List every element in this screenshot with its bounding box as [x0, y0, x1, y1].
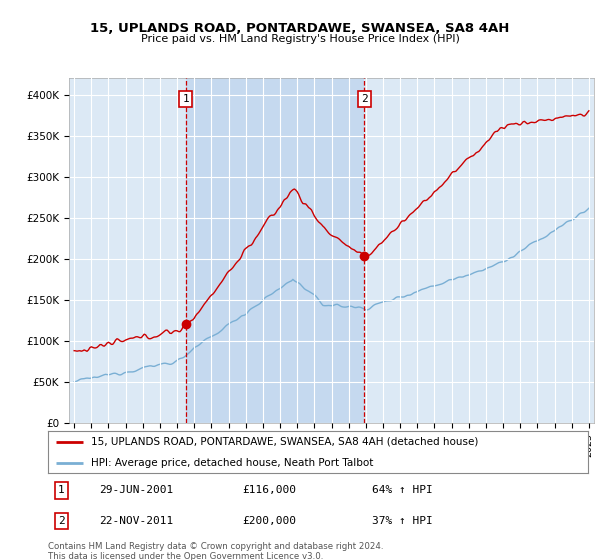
Text: 15, UPLANDS ROAD, PONTARDAWE, SWANSEA, SA8 4AH: 15, UPLANDS ROAD, PONTARDAWE, SWANSEA, S… — [91, 22, 509, 35]
Text: Contains HM Land Registry data © Crown copyright and database right 2024.
This d: Contains HM Land Registry data © Crown c… — [48, 542, 383, 560]
Text: 64% ↑ HPI: 64% ↑ HPI — [372, 485, 433, 495]
Text: 22-NOV-2011: 22-NOV-2011 — [100, 516, 173, 526]
Text: 2: 2 — [361, 94, 368, 104]
Bar — [185, 78, 364, 423]
Text: HPI: Average price, detached house, Neath Port Talbot: HPI: Average price, detached house, Neat… — [91, 458, 374, 468]
Text: 1: 1 — [58, 485, 65, 495]
Text: 1: 1 — [182, 94, 189, 104]
Text: £116,000: £116,000 — [242, 485, 296, 495]
Text: 2: 2 — [58, 516, 65, 526]
Text: 15, UPLANDS ROAD, PONTARDAWE, SWANSEA, SA8 4AH (detached house): 15, UPLANDS ROAD, PONTARDAWE, SWANSEA, S… — [91, 437, 479, 447]
Text: Price paid vs. HM Land Registry's House Price Index (HPI): Price paid vs. HM Land Registry's House … — [140, 34, 460, 44]
Text: 37% ↑ HPI: 37% ↑ HPI — [372, 516, 433, 526]
Text: £200,000: £200,000 — [242, 516, 296, 526]
Text: 29-JUN-2001: 29-JUN-2001 — [100, 485, 173, 495]
